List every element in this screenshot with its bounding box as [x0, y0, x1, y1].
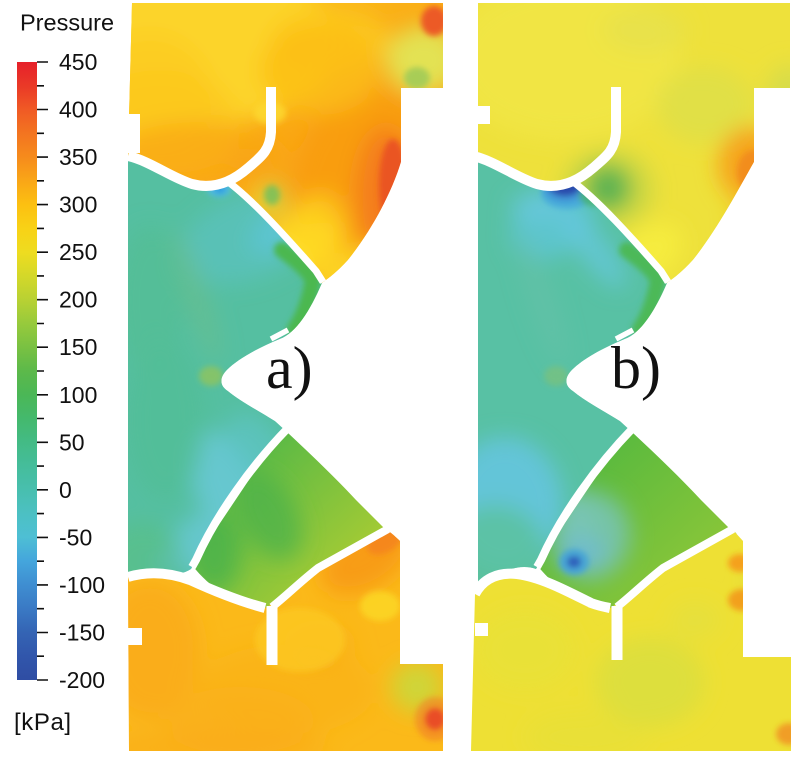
svg-text:a): a) [266, 335, 313, 401]
svg-text:b): b) [611, 335, 661, 401]
svg-text:300: 300 [59, 192, 97, 218]
svg-text:250: 250 [59, 239, 97, 265]
svg-text:450: 450 [59, 49, 97, 75]
svg-text:350: 350 [59, 144, 97, 170]
svg-text:0: 0 [59, 477, 72, 503]
svg-text:-50: -50 [59, 524, 92, 550]
svg-text:-100: -100 [59, 572, 105, 598]
svg-text:100: 100 [59, 382, 97, 408]
svg-text:150: 150 [59, 334, 97, 360]
svg-text:-150: -150 [59, 620, 105, 646]
svg-text:Pressure: Pressure [20, 10, 114, 36]
svg-text:50: 50 [59, 429, 85, 455]
svg-text:-200: -200 [59, 667, 105, 693]
svg-text:[kPa]: [kPa] [14, 709, 72, 736]
svg-text:200: 200 [59, 287, 97, 313]
svg-text:400: 400 [59, 97, 97, 123]
